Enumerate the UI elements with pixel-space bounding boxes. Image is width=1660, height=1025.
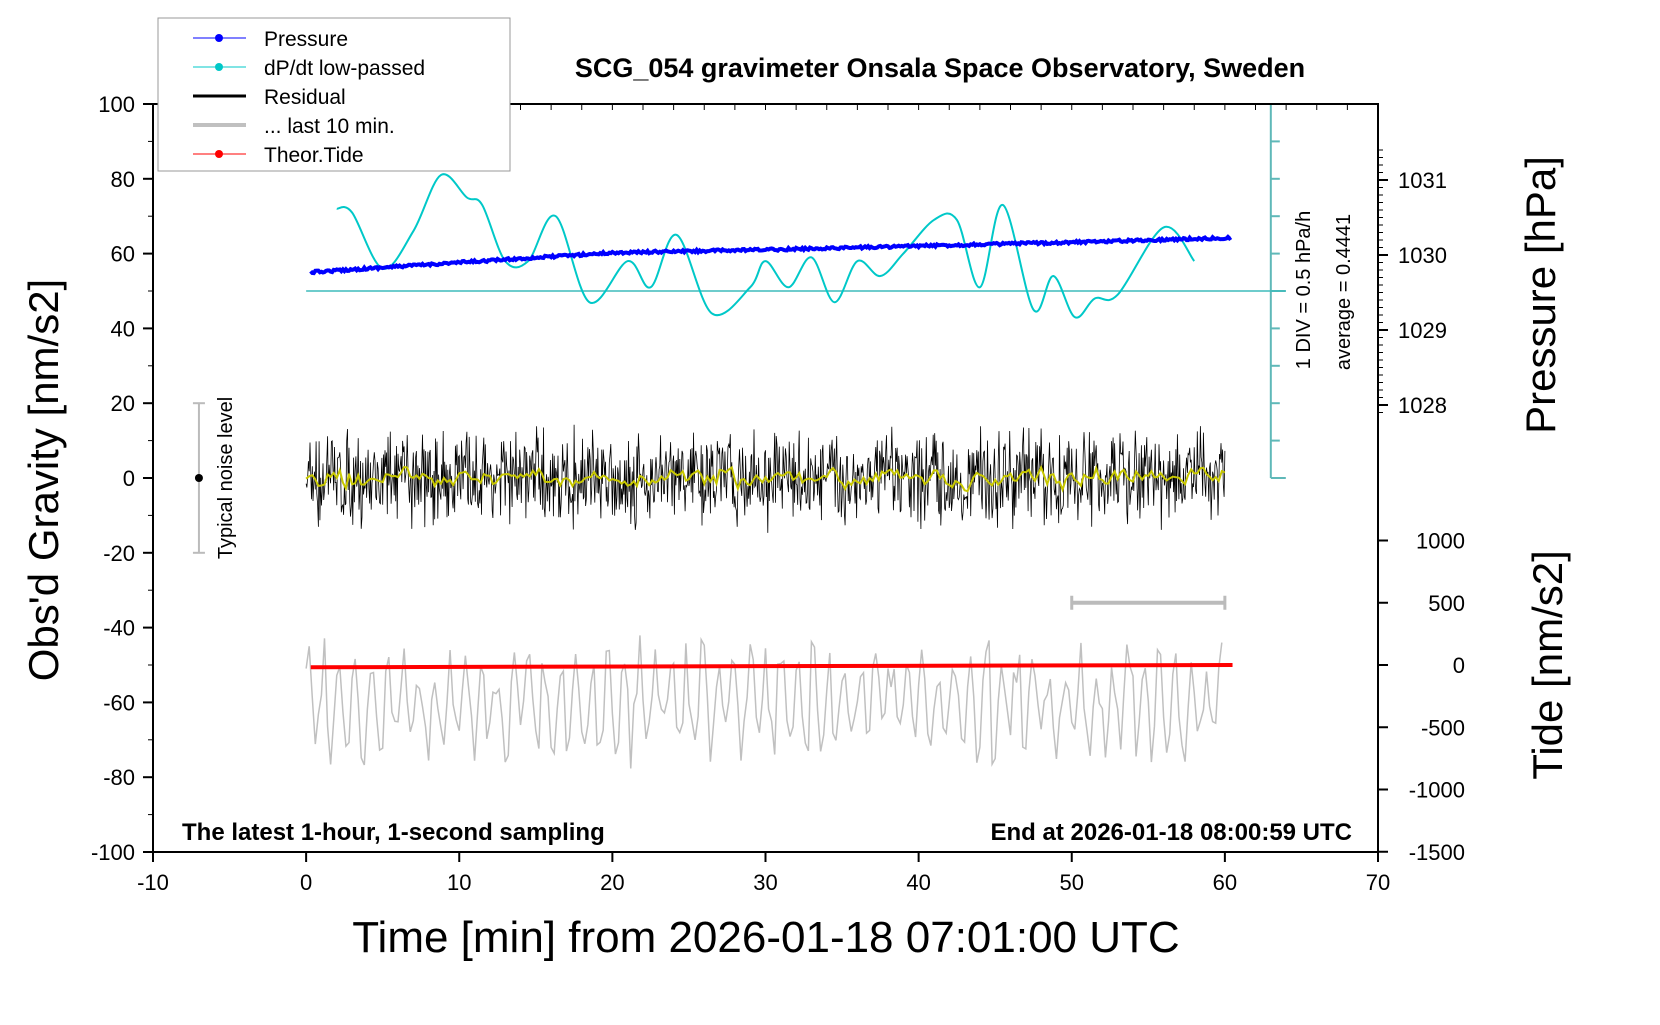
chart-title: SCG_054 gravimeter Onsala Space Observat… [575, 53, 1305, 83]
legend-label: dP/dt low-passed [264, 57, 425, 80]
annotation-bottom-right: End at 2026-01-18 08:00:59 UTC [991, 819, 1353, 846]
y-tick-label: 100 [98, 92, 135, 117]
axes: -10 0 10 20 30 40 50 60 70100806040200-20-40-60-… [91, 92, 1465, 895]
series-last10 [305, 635, 1223, 769]
y-tick-label: -20 [103, 541, 135, 566]
average-label: average = 0.4441 [1333, 214, 1355, 370]
annotation-bottom-left: The latest 1-hour, 1-second sampling [182, 819, 605, 846]
legend: Pressure dP/dt low-passed Residual ... last… [157, 17, 511, 172]
noise-label: Typical noise level [215, 397, 237, 559]
tide-tick-label: 1000 [1416, 529, 1465, 554]
legend-marker [215, 34, 223, 42]
series-tide [310, 663, 1233, 670]
x-tick-label: 20 [600, 870, 624, 895]
x-tick-label: 0 [300, 870, 312, 895]
y-tick-label: 80 [111, 167, 135, 192]
legend-label: Theor.Tide [264, 144, 364, 167]
noise-level-dot [194, 474, 203, 482]
x-tick-label: 30 [753, 870, 777, 895]
series-pressure [309, 234, 1233, 276]
pressure-tick-label: 1030 [1398, 243, 1447, 268]
tide-tick-label: -500 [1421, 715, 1465, 740]
legend-label: Residual [264, 86, 346, 109]
series-residual [305, 424, 1226, 533]
y-tick-label: 20 [111, 391, 135, 416]
x-tick-label: 60 [1213, 870, 1237, 895]
tide-tick-label: 0 [1453, 653, 1465, 678]
pressure-tick-label: 1028 [1398, 393, 1447, 418]
chart-marks [192, 103, 1286, 769]
y-axis-label-tide: Tide [nm/s2] [1524, 550, 1571, 780]
legend-label: ... last 10 min. [264, 115, 395, 138]
legend-marker [215, 150, 223, 158]
legend-marker [215, 63, 223, 71]
div-label: 1 DIV = 0.5 hPa/h [1293, 211, 1315, 369]
x-tick-label: 50 [1060, 870, 1084, 895]
pressure-tick-label: 1029 [1398, 318, 1447, 343]
tide-tick-label: -1500 [1409, 840, 1465, 865]
y-axis-label-left: Obs'd Gravity [nm/s2] [20, 279, 67, 681]
y-tick-label: -40 [103, 616, 135, 641]
x-tick-label: 70 [1366, 870, 1390, 895]
y-tick-label: -100 [91, 840, 135, 865]
tide-tick-label: 500 [1428, 591, 1465, 616]
y-tick-label: -60 [103, 690, 135, 715]
y-tick-label: 0 [123, 466, 135, 491]
legend-label: Pressure [264, 28, 348, 51]
x-tick-label: 10 [447, 870, 471, 895]
x-axis-label: Time [min] from 2026-01-18 07:01:00 UTC [352, 913, 1179, 962]
series-residual-smoothed [305, 464, 1226, 493]
y-tick-label: -80 [103, 765, 135, 790]
y-tick-label: 40 [111, 316, 135, 341]
pressure-tick-label: 1031 [1398, 168, 1447, 193]
y-tick-label: 60 [111, 242, 135, 267]
x-tick-label: 40 [906, 870, 930, 895]
x-tick-label: -10 [137, 870, 169, 895]
tide-tick-label: -1000 [1409, 778, 1465, 803]
y-axis-label-pressure: Pressure [hPa] [1517, 156, 1564, 434]
series-dpdt [336, 173, 1196, 319]
